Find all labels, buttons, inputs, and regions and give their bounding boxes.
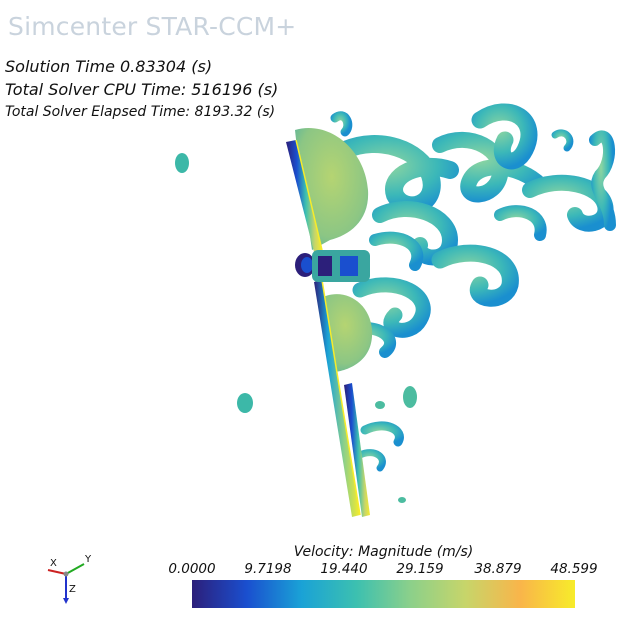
legend-tick: 29.159 <box>396 561 444 577</box>
elapsed-time-label: Total Solver Elapsed Time: 8193.32 (s) <box>5 104 276 120</box>
triad-x-label: X <box>50 558 57 569</box>
axis-triad-icon[interactable]: X Y Z <box>38 552 98 612</box>
triad-y-label: Y <box>84 554 92 565</box>
legend-tick: 48.599 <box>550 561 598 577</box>
legend-tick: 38.879 <box>474 561 522 577</box>
legend-ticks: 0.0000 9.7198 19.440 29.159 38.879 48.59… <box>150 561 620 579</box>
app-title: Simcenter STAR-CCM+ <box>8 12 297 41</box>
vortex-wake <box>330 103 616 472</box>
cpu-time-label: Total Solver CPU Time: 516196 (s) <box>5 80 279 99</box>
rotor-hub <box>295 250 370 282</box>
solution-time-label: Solution Time 0.83304 (s) <box>5 57 213 76</box>
legend-title: Velocity: Magnitude (m/s) <box>293 544 474 560</box>
velocity-colorbar <box>192 580 575 608</box>
rotor-blades <box>286 139 370 517</box>
legend-tick: 0.0000 <box>168 561 216 577</box>
legend-tick: 19.440 <box>320 561 368 577</box>
triad-z-label: Z <box>69 584 76 595</box>
isolated-vortex-blobs <box>175 153 417 503</box>
legend-tick: 9.7198 <box>244 561 292 577</box>
